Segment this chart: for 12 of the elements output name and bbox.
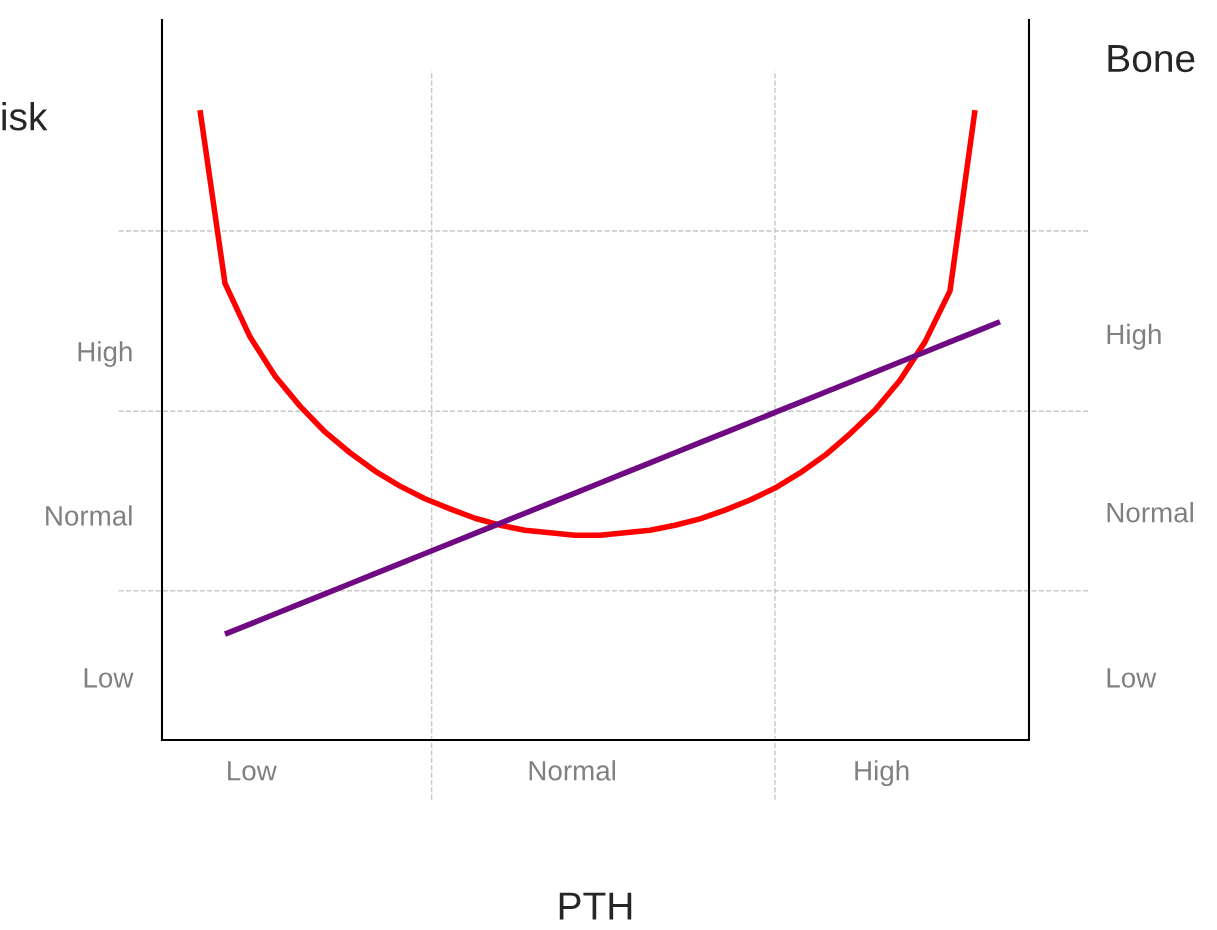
text: Low xyxy=(228,761,277,781)
text: Normal xyxy=(46,505,132,526)
text: Normal xyxy=(529,760,615,781)
text: High xyxy=(1107,323,1161,350)
x-axis-title: PTH xyxy=(559,892,632,920)
text: High xyxy=(855,760,909,787)
text: Normal xyxy=(1107,502,1193,523)
text: Low xyxy=(1107,668,1157,688)
text: High xyxy=(78,341,132,368)
y2-axis-title: Bone xyxy=(1108,45,1195,73)
text: Low xyxy=(84,668,134,688)
y-axis-title: isk xyxy=(2,101,48,131)
